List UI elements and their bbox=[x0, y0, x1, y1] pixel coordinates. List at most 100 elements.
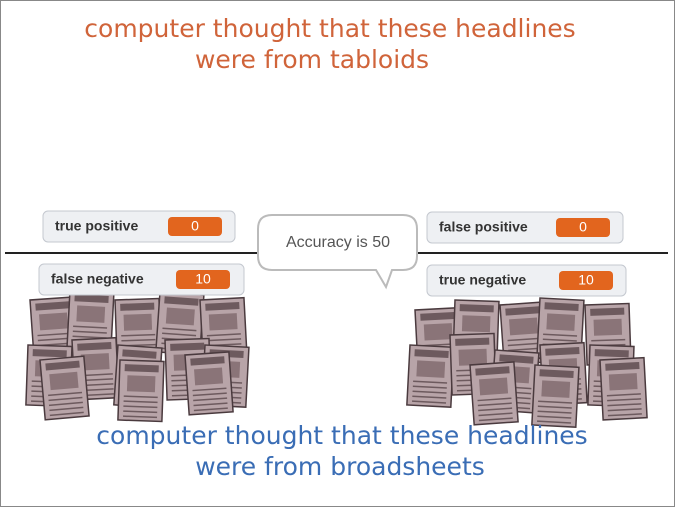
paper-text bbox=[591, 338, 626, 342]
paper-head bbox=[590, 307, 625, 316]
bottom-caption: computer thought that these headlines bbox=[96, 421, 587, 450]
paper-text bbox=[123, 395, 158, 399]
paper-text bbox=[537, 420, 572, 424]
monitor-label: true positive bbox=[55, 218, 138, 234]
newspaper bbox=[406, 344, 455, 409]
paper-photo bbox=[541, 380, 571, 398]
paper-photo bbox=[39, 312, 69, 331]
paper-text bbox=[412, 395, 447, 399]
paper-text bbox=[123, 410, 158, 414]
paper-photo bbox=[416, 360, 446, 378]
paper-text bbox=[412, 390, 447, 394]
bubble-shape bbox=[257, 214, 418, 290]
newspaper bbox=[599, 356, 648, 421]
speech-bubble: Accuracy is 50 bbox=[257, 214, 418, 290]
paper-head bbox=[120, 302, 155, 311]
paper-text bbox=[121, 333, 156, 337]
paper-text bbox=[508, 347, 543, 352]
paper-head bbox=[32, 349, 67, 358]
paper-head bbox=[124, 364, 159, 373]
newspaper bbox=[531, 364, 580, 429]
paper-text bbox=[537, 415, 572, 419]
paper-text bbox=[507, 342, 542, 347]
paper-text bbox=[123, 405, 158, 409]
variable-monitor: true positive 0 bbox=[42, 210, 236, 243]
paper-text bbox=[477, 402, 512, 407]
paper-head bbox=[190, 356, 225, 366]
monitor-value-pill bbox=[556, 218, 610, 237]
paper-text bbox=[193, 402, 228, 407]
paper-text bbox=[478, 412, 513, 417]
paper-text bbox=[207, 338, 242, 342]
paper-photo bbox=[208, 313, 238, 331]
top-caption: were from tabloids bbox=[195, 45, 429, 74]
paper-text bbox=[192, 387, 227, 392]
newspaper bbox=[117, 359, 165, 423]
paper-head bbox=[74, 294, 109, 304]
bubble-text: Accuracy is 50 bbox=[286, 234, 390, 251]
paper-text bbox=[49, 411, 84, 417]
paper-text bbox=[413, 380, 448, 384]
paper-text bbox=[607, 408, 642, 412]
variable-monitor: false positive 0 bbox=[426, 211, 624, 244]
paper-text bbox=[121, 338, 156, 342]
paper-text bbox=[192, 392, 227, 397]
paper-head bbox=[475, 366, 510, 376]
paper-head bbox=[164, 296, 199, 306]
paper-text bbox=[537, 405, 572, 409]
paper-head bbox=[505, 306, 540, 316]
paper-head bbox=[45, 360, 80, 371]
paper-photo bbox=[123, 313, 153, 331]
paper-head bbox=[544, 302, 579, 312]
paper-photo bbox=[509, 317, 539, 336]
paper-head bbox=[205, 301, 240, 311]
paper-text bbox=[73, 325, 108, 329]
paper-head bbox=[455, 337, 490, 346]
paper-text bbox=[537, 410, 572, 414]
paper-photo bbox=[461, 315, 491, 333]
paper-text bbox=[123, 400, 158, 404]
paper-photo bbox=[608, 373, 638, 391]
monitor-value: 0 bbox=[579, 219, 587, 235]
paper-head bbox=[77, 341, 112, 351]
paper-head bbox=[170, 342, 205, 351]
paper-text bbox=[162, 327, 197, 332]
paper-photo bbox=[126, 375, 156, 393]
paper-text bbox=[37, 337, 72, 342]
monitor-value-pill bbox=[559, 271, 613, 290]
paper-text bbox=[193, 397, 228, 402]
paper-photo bbox=[593, 318, 623, 336]
paper-text bbox=[607, 413, 642, 417]
monitor-value-pill bbox=[176, 270, 230, 289]
newspaper bbox=[469, 361, 519, 426]
paper-text bbox=[49, 406, 84, 412]
paper-text bbox=[162, 332, 197, 337]
paper-photo bbox=[546, 313, 576, 331]
paper-text bbox=[72, 335, 107, 339]
paper-photo bbox=[194, 367, 224, 386]
paper-photo bbox=[80, 353, 110, 371]
paper-head bbox=[414, 349, 449, 359]
newspaper bbox=[39, 355, 90, 421]
paper-photo bbox=[165, 307, 195, 326]
paper-photo bbox=[76, 305, 106, 323]
paper-text bbox=[538, 400, 573, 404]
paper-text bbox=[507, 337, 542, 342]
paper-head bbox=[605, 361, 640, 371]
paper-text bbox=[48, 396, 83, 402]
monitor-value: 10 bbox=[578, 272, 594, 288]
paper-text bbox=[412, 400, 447, 404]
paper-photo bbox=[423, 323, 453, 341]
paper-text bbox=[206, 333, 241, 337]
paper-head bbox=[459, 304, 494, 313]
paper-head bbox=[499, 354, 534, 364]
newspaper bbox=[66, 289, 115, 354]
newspaper bbox=[184, 351, 234, 416]
newspapers bbox=[25, 289, 648, 429]
paper-text bbox=[478, 407, 513, 412]
paper-text bbox=[607, 403, 642, 407]
paper-head bbox=[35, 301, 70, 311]
monitor-value-pill bbox=[168, 217, 222, 236]
paper-text bbox=[72, 330, 107, 334]
